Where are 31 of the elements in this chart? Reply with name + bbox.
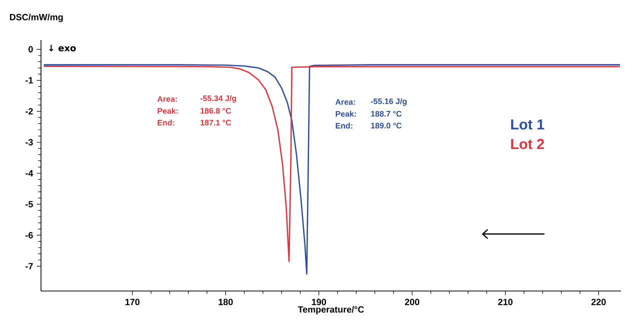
annotation: -55.34 J/g <box>200 95 236 103</box>
y-tick-label: -4 <box>26 170 34 176</box>
annotation: 189.0 °C <box>371 122 402 128</box>
annotation: 188.7 °C <box>371 110 402 117</box>
text: Lot 1 <box>511 119 544 130</box>
y-tick-label: -3 <box>26 139 33 146</box>
annotation: End: <box>158 120 174 126</box>
y-tick-label: -1 <box>26 77 33 84</box>
y-tick-label: -5 <box>26 201 33 208</box>
x-tick-label: 220 <box>591 298 606 306</box>
annotation: 187.1 °C <box>200 120 232 126</box>
x-tick-label: 180 <box>218 298 233 306</box>
y-tick-label: 0 <box>28 46 33 52</box>
x-tick-label: 190 <box>312 298 326 306</box>
y-tick-label: -2 <box>26 108 33 114</box>
annotation: End: <box>336 122 352 129</box>
annotation: Peak: <box>336 110 356 117</box>
annotation: Area: <box>157 96 177 102</box>
annotation: 186.8 °C <box>200 108 232 114</box>
x-tick-label: 210 <box>498 298 513 306</box>
annotation: Area: <box>335 99 355 105</box>
y-axis-title: DSC/mW/mg <box>10 14 63 22</box>
annotation: -55.16 J/g <box>370 98 407 106</box>
y-tick-label: -6 <box>26 232 33 238</box>
y-tick-label: -7 <box>26 263 33 270</box>
x-tick-label: 200 <box>404 298 420 306</box>
text: Lot 2 <box>511 138 544 150</box>
x-tick-label: 170 <box>125 298 140 306</box>
x-axis-title: Temperature/°C <box>298 306 364 314</box>
annotation: ↓ exo <box>49 44 76 52</box>
annotation: Peak: <box>158 108 178 114</box>
